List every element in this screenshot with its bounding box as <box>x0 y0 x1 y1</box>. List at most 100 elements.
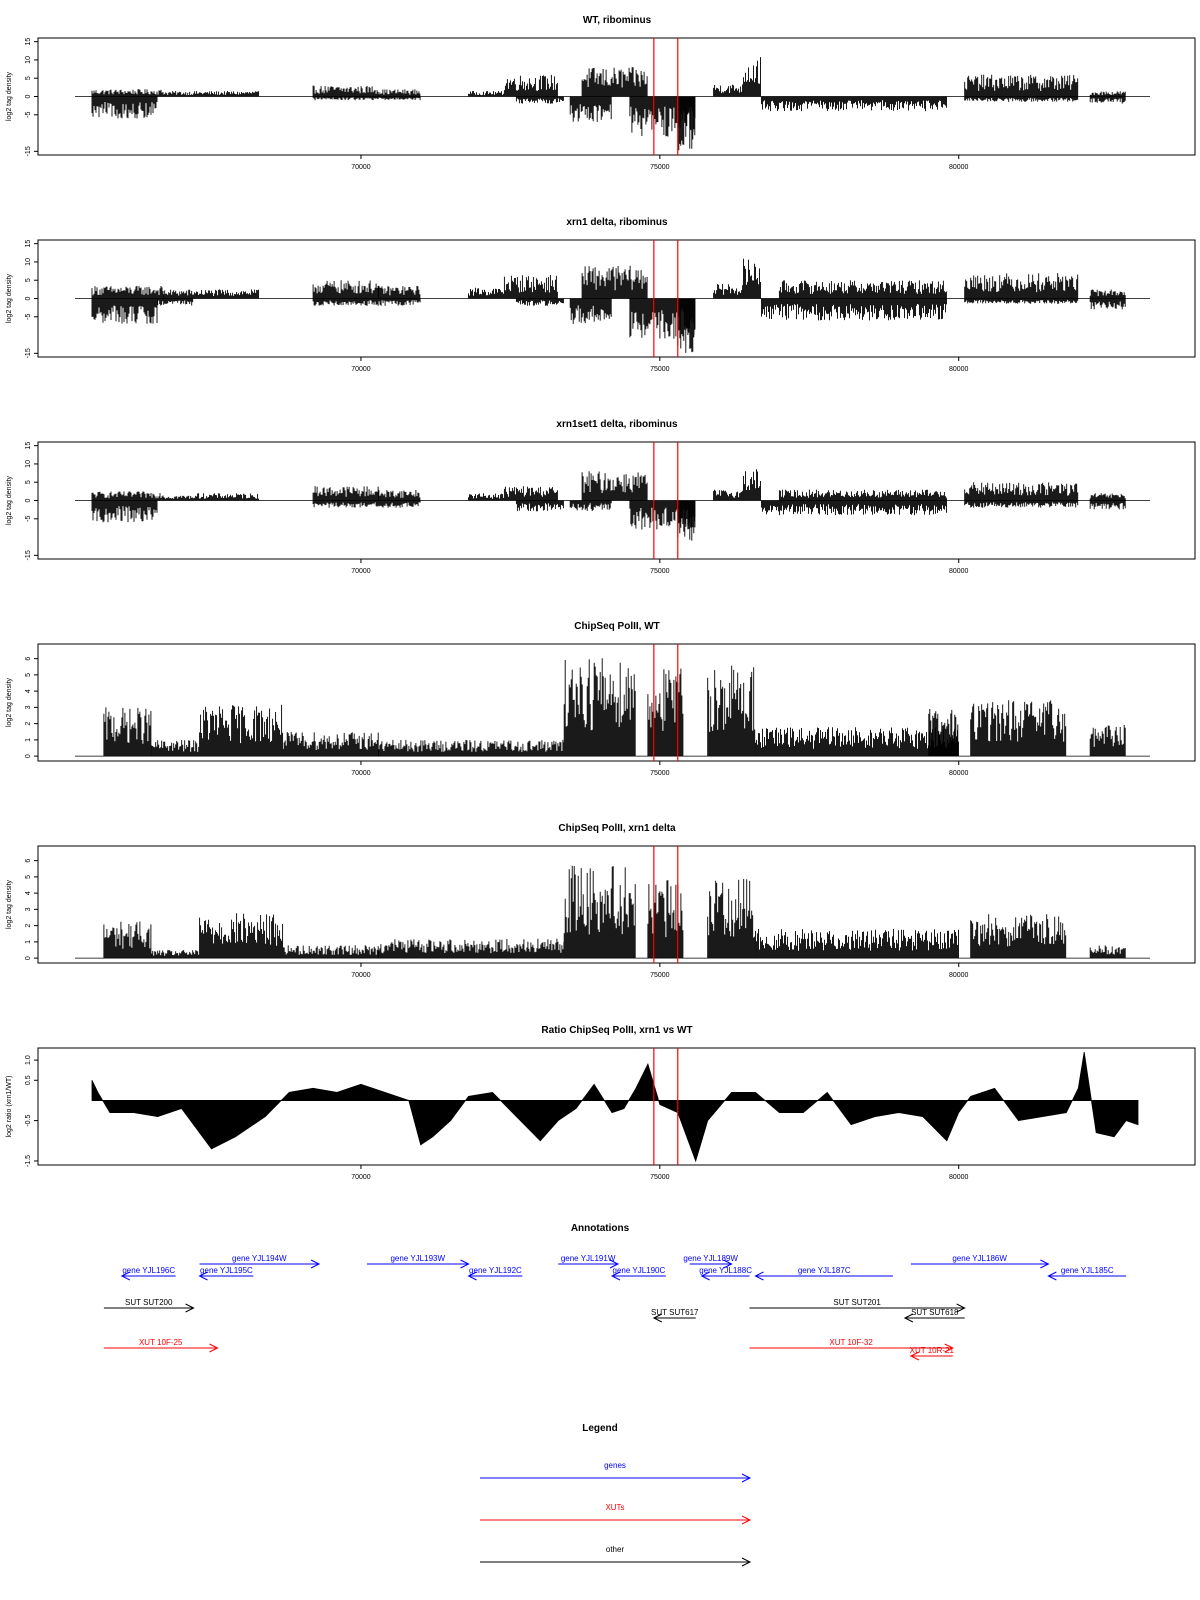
signal-bars <box>91 500 158 523</box>
signal-bars <box>778 280 947 299</box>
annotation-feature: XUT 10R-21 <box>909 1346 955 1361</box>
arrowhead <box>460 1259 470 1269</box>
signal-bars <box>964 482 1079 501</box>
signal-bars <box>312 85 379 97</box>
panel-title: Ratio ChipSeq PolII, xrn1 vs WT <box>541 1025 692 1036</box>
annotation-feature: gene YJL194W <box>199 1254 321 1269</box>
annotation-feature: gene YJL189W <box>683 1254 738 1269</box>
signal-bars <box>199 704 284 757</box>
y-tick-label: 0 <box>25 296 32 300</box>
signal-bars <box>761 298 947 321</box>
x-tick-label: 80000 <box>949 770 969 777</box>
feature-label: gene YJL193W <box>390 1254 445 1263</box>
feature-label: gene YJL186W <box>952 1254 1007 1263</box>
arrowhead <box>909 1351 920 1361</box>
signal-bars <box>563 658 636 757</box>
y-tick-label: 0 <box>25 498 32 502</box>
signal-bars <box>282 945 379 959</box>
legend-title: Legend <box>582 1423 618 1434</box>
arrowhead <box>209 1343 219 1353</box>
ratio-area <box>91 1051 1139 1163</box>
annotation-feature: SUT SUT617 <box>651 1308 699 1323</box>
y-tick-label: 0 <box>25 956 32 960</box>
signal-bars <box>581 67 648 97</box>
signal-bars <box>103 707 152 757</box>
annotation-feature: XUT 10F-32 <box>749 1338 954 1353</box>
legend-label: other <box>606 1545 625 1554</box>
signal-bars <box>743 57 761 97</box>
x-tick-label: 75000 <box>650 164 670 171</box>
y-tick-label: 15 <box>25 38 32 46</box>
y-tick-label: 1.0 <box>25 1055 32 1065</box>
annotation-feature: gene YJL188C <box>699 1266 752 1281</box>
y-tick-label: 0 <box>25 94 32 98</box>
signal-bars <box>761 500 947 516</box>
arrowhead <box>741 1515 752 1525</box>
signal-bars <box>91 285 164 299</box>
arrowhead <box>652 1313 663 1323</box>
annotation-feature: gene YJL186W <box>910 1254 1050 1269</box>
signal-bars <box>312 96 421 101</box>
signal-bars <box>1089 91 1126 97</box>
y-tick-label: 5 <box>25 76 32 80</box>
arrowhead <box>903 1313 914 1323</box>
x-tick-label: 75000 <box>650 568 670 575</box>
signal-bars <box>91 89 164 97</box>
x-tick-label: 70000 <box>351 1174 371 1181</box>
y-axis-label: log2 tag density <box>6 879 13 929</box>
signal-bars <box>515 96 564 104</box>
y-axis-label: log2 ratio (xrn1/WT) <box>6 1076 13 1138</box>
signal-bars <box>569 96 612 122</box>
signal-bars <box>163 495 194 501</box>
signal-bars <box>378 739 565 757</box>
y-tick-label: 0 <box>25 754 32 758</box>
legend-entry: other <box>480 1545 752 1567</box>
signal-bars <box>1089 493 1126 501</box>
signal-bars <box>163 289 194 299</box>
signal-bars <box>1089 725 1126 757</box>
signal-bars <box>468 91 504 97</box>
annotation-features: gene YJL196C gene YJL195C gene YJL194W gene… <box>103 1254 1127 1361</box>
x-tick-label: 75000 <box>650 366 670 373</box>
signal-bars <box>91 96 158 119</box>
feature-label: SUT SUT201 <box>833 1298 881 1307</box>
legend-entries: genes XUTs other <box>480 1461 752 1567</box>
y-axis-label: log2 tag density <box>6 71 13 121</box>
data-series <box>91 1051 1139 1163</box>
legend-entry: genes <box>480 1461 752 1483</box>
legend-panel: Legend genes XUTs other <box>480 1423 752 1567</box>
annotation-feature: gene YJL192C <box>467 1266 523 1281</box>
arrowhead <box>1040 1259 1050 1269</box>
signal-bars <box>503 274 558 299</box>
arrowhead <box>741 1473 752 1483</box>
y-tick-label: 10 <box>25 258 32 266</box>
data-series <box>75 57 1150 151</box>
signal-bars <box>378 490 421 501</box>
y-tick-label: -15 <box>25 146 32 156</box>
panel-title: xrn1set1 delta, ribominus <box>556 419 678 430</box>
y-tick-label: 2 <box>25 924 32 928</box>
signal-bars <box>103 921 152 959</box>
annotation-feature: gene YJL195C <box>198 1266 254 1281</box>
signal-bars <box>647 668 684 757</box>
y-tick-label: 15 <box>25 442 32 450</box>
arrowhead <box>120 1271 131 1281</box>
track-panel: Ratio ChipSeq PolII, xrn1 vs WT log2 rati… <box>6 1025 1196 1181</box>
x-tick-label: 80000 <box>949 1174 969 1181</box>
track-panel: ChipSeq PolII, WT log2 tag density 0 1 2 3 4 5 6… <box>6 621 1196 777</box>
signal-bars <box>964 298 1079 304</box>
feature-label: gene YJL187C <box>798 1266 851 1275</box>
signal-bars <box>503 74 558 97</box>
y-tick-label: 6 <box>25 657 32 661</box>
x-tick-label: 80000 <box>949 972 969 979</box>
signal-bars <box>755 928 959 959</box>
signal-bars <box>1089 289 1126 299</box>
x-tick-label: 70000 <box>351 972 371 979</box>
signal-bars <box>743 469 761 501</box>
signal-bars <box>743 258 761 299</box>
x-tick-label: 80000 <box>949 568 969 575</box>
panel-title: ChipSeq PolII, WT <box>574 621 660 632</box>
arrowhead <box>185 1303 195 1313</box>
signal-bars <box>378 938 565 959</box>
